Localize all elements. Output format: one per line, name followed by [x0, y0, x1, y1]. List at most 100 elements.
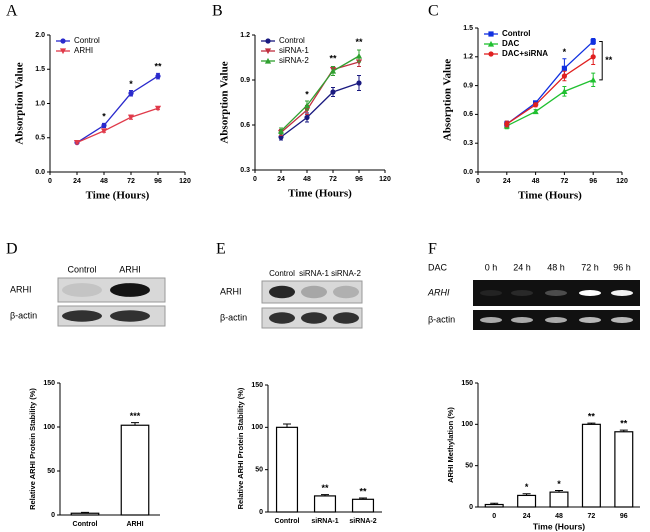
band — [301, 312, 327, 324]
y-tick-label: 0 — [469, 504, 473, 511]
bracket — [599, 40, 603, 81]
band — [62, 283, 102, 297]
row-label: ARHI — [220, 286, 242, 296]
band — [611, 317, 633, 323]
y-tick-label: 50 — [465, 463, 473, 470]
lane-label: 24 h — [513, 262, 531, 272]
x-tick-label: 24 — [73, 178, 81, 185]
y-tick-label: 1.5 — [35, 66, 45, 73]
marker — [59, 48, 67, 55]
y-axis-title: Relative ARHI Protein Stability (%) — [28, 388, 37, 510]
annotation: * — [129, 79, 133, 89]
band — [62, 310, 102, 322]
x-tick-label: 24 — [503, 178, 511, 185]
marker — [487, 40, 495, 47]
legend-label: Control — [279, 36, 305, 45]
band — [480, 317, 502, 323]
x-tick-label: siRNA-2 — [349, 518, 376, 525]
marker — [590, 38, 596, 45]
band — [545, 317, 567, 323]
lane-label: 0 h — [485, 262, 498, 272]
lane-label: 48 h — [547, 262, 565, 272]
x-tick-label: siRNA-1 — [311, 518, 338, 525]
marker — [330, 89, 336, 95]
y-tick-label: 100 — [461, 421, 473, 428]
x-tick-label: 0 — [253, 176, 257, 183]
annotation: ** — [605, 55, 613, 65]
bar — [581, 423, 601, 508]
marker — [127, 114, 135, 121]
legend-label: siRNA-2 — [279, 56, 309, 65]
x-tick-label: 96 — [620, 513, 628, 520]
lane-label: siRNA-1 — [299, 269, 329, 278]
x-tick-label: 72 — [127, 178, 135, 185]
panel-label: D — [6, 241, 18, 258]
marker — [154, 105, 162, 112]
annotation: * — [102, 112, 106, 122]
y-tick-label: 0.9 — [463, 82, 473, 89]
series-line — [506, 56, 594, 125]
x-axis-title: Time (Hours) — [533, 521, 585, 531]
bar — [275, 426, 299, 513]
marker — [590, 54, 596, 60]
marker — [561, 73, 568, 79]
series-line — [506, 79, 594, 127]
annotation: * — [525, 482, 529, 492]
annotation: ** — [329, 53, 337, 63]
y-tick-label: 0.3 — [240, 167, 250, 174]
y-tick-label: 0 — [51, 512, 55, 519]
y-tick-label: 0.9 — [240, 77, 250, 84]
marker — [356, 80, 362, 86]
x-tick-label: 0 — [48, 178, 52, 185]
x-tick-label: 48 — [100, 178, 108, 185]
y-tick-label: 1.2 — [463, 54, 473, 61]
x-tick-label: 24 — [523, 513, 531, 520]
y-tick-label: 100 — [251, 424, 263, 431]
y-tick-label: 50 — [47, 468, 55, 475]
y-tick-label: 150 — [461, 380, 473, 387]
x-tick-label: 0 — [476, 178, 480, 185]
series-line — [506, 40, 594, 125]
legend-label: ARHI — [74, 46, 93, 55]
y-axis-title: Absorption Value — [442, 59, 454, 141]
band — [480, 290, 502, 296]
panel-label: E — [216, 241, 226, 258]
band — [511, 290, 533, 296]
row-label: ARHI — [427, 287, 450, 297]
x-tick-label: ARHI — [126, 521, 143, 528]
y-tick-label: 0.6 — [240, 122, 250, 129]
bar — [120, 424, 150, 516]
bar — [351, 498, 375, 513]
bar — [614, 431, 634, 508]
band — [333, 285, 359, 299]
marker — [304, 114, 310, 121]
marker — [561, 88, 568, 94]
x-axis-title: Time (Hours) — [288, 188, 352, 200]
row-label: β-actin — [428, 314, 455, 324]
marker — [488, 31, 494, 37]
marker — [488, 51, 494, 57]
x-tick-label: 96 — [154, 178, 162, 185]
panel-label: A — [6, 3, 18, 20]
band — [611, 290, 633, 296]
marker — [101, 122, 107, 129]
y-tick-label: 100 — [43, 424, 55, 431]
y-tick-label: 0.3 — [463, 140, 473, 147]
x-tick-label: 120 — [379, 176, 391, 183]
blot-header: DAC — [428, 262, 448, 272]
y-tick-label: 2.0 — [35, 32, 45, 39]
x-tick-label: 96 — [589, 178, 597, 185]
x-tick-label: 72 — [588, 513, 596, 520]
marker — [128, 90, 134, 96]
x-axis-title: Time (Hours) — [518, 190, 582, 202]
y-axis-title: ARHI Methylation (%) — [446, 407, 455, 483]
x-tick-label: 48 — [555, 513, 563, 520]
x-tick-label: Control — [73, 521, 98, 528]
legend-label: Control — [502, 29, 530, 38]
band — [333, 312, 359, 324]
annotation: *** — [130, 411, 141, 421]
row-label: β-actin — [220, 312, 247, 322]
legend-label: DAC+siRNA — [502, 49, 548, 58]
series-line — [76, 107, 159, 144]
y-tick-label: 0.0 — [35, 169, 45, 176]
